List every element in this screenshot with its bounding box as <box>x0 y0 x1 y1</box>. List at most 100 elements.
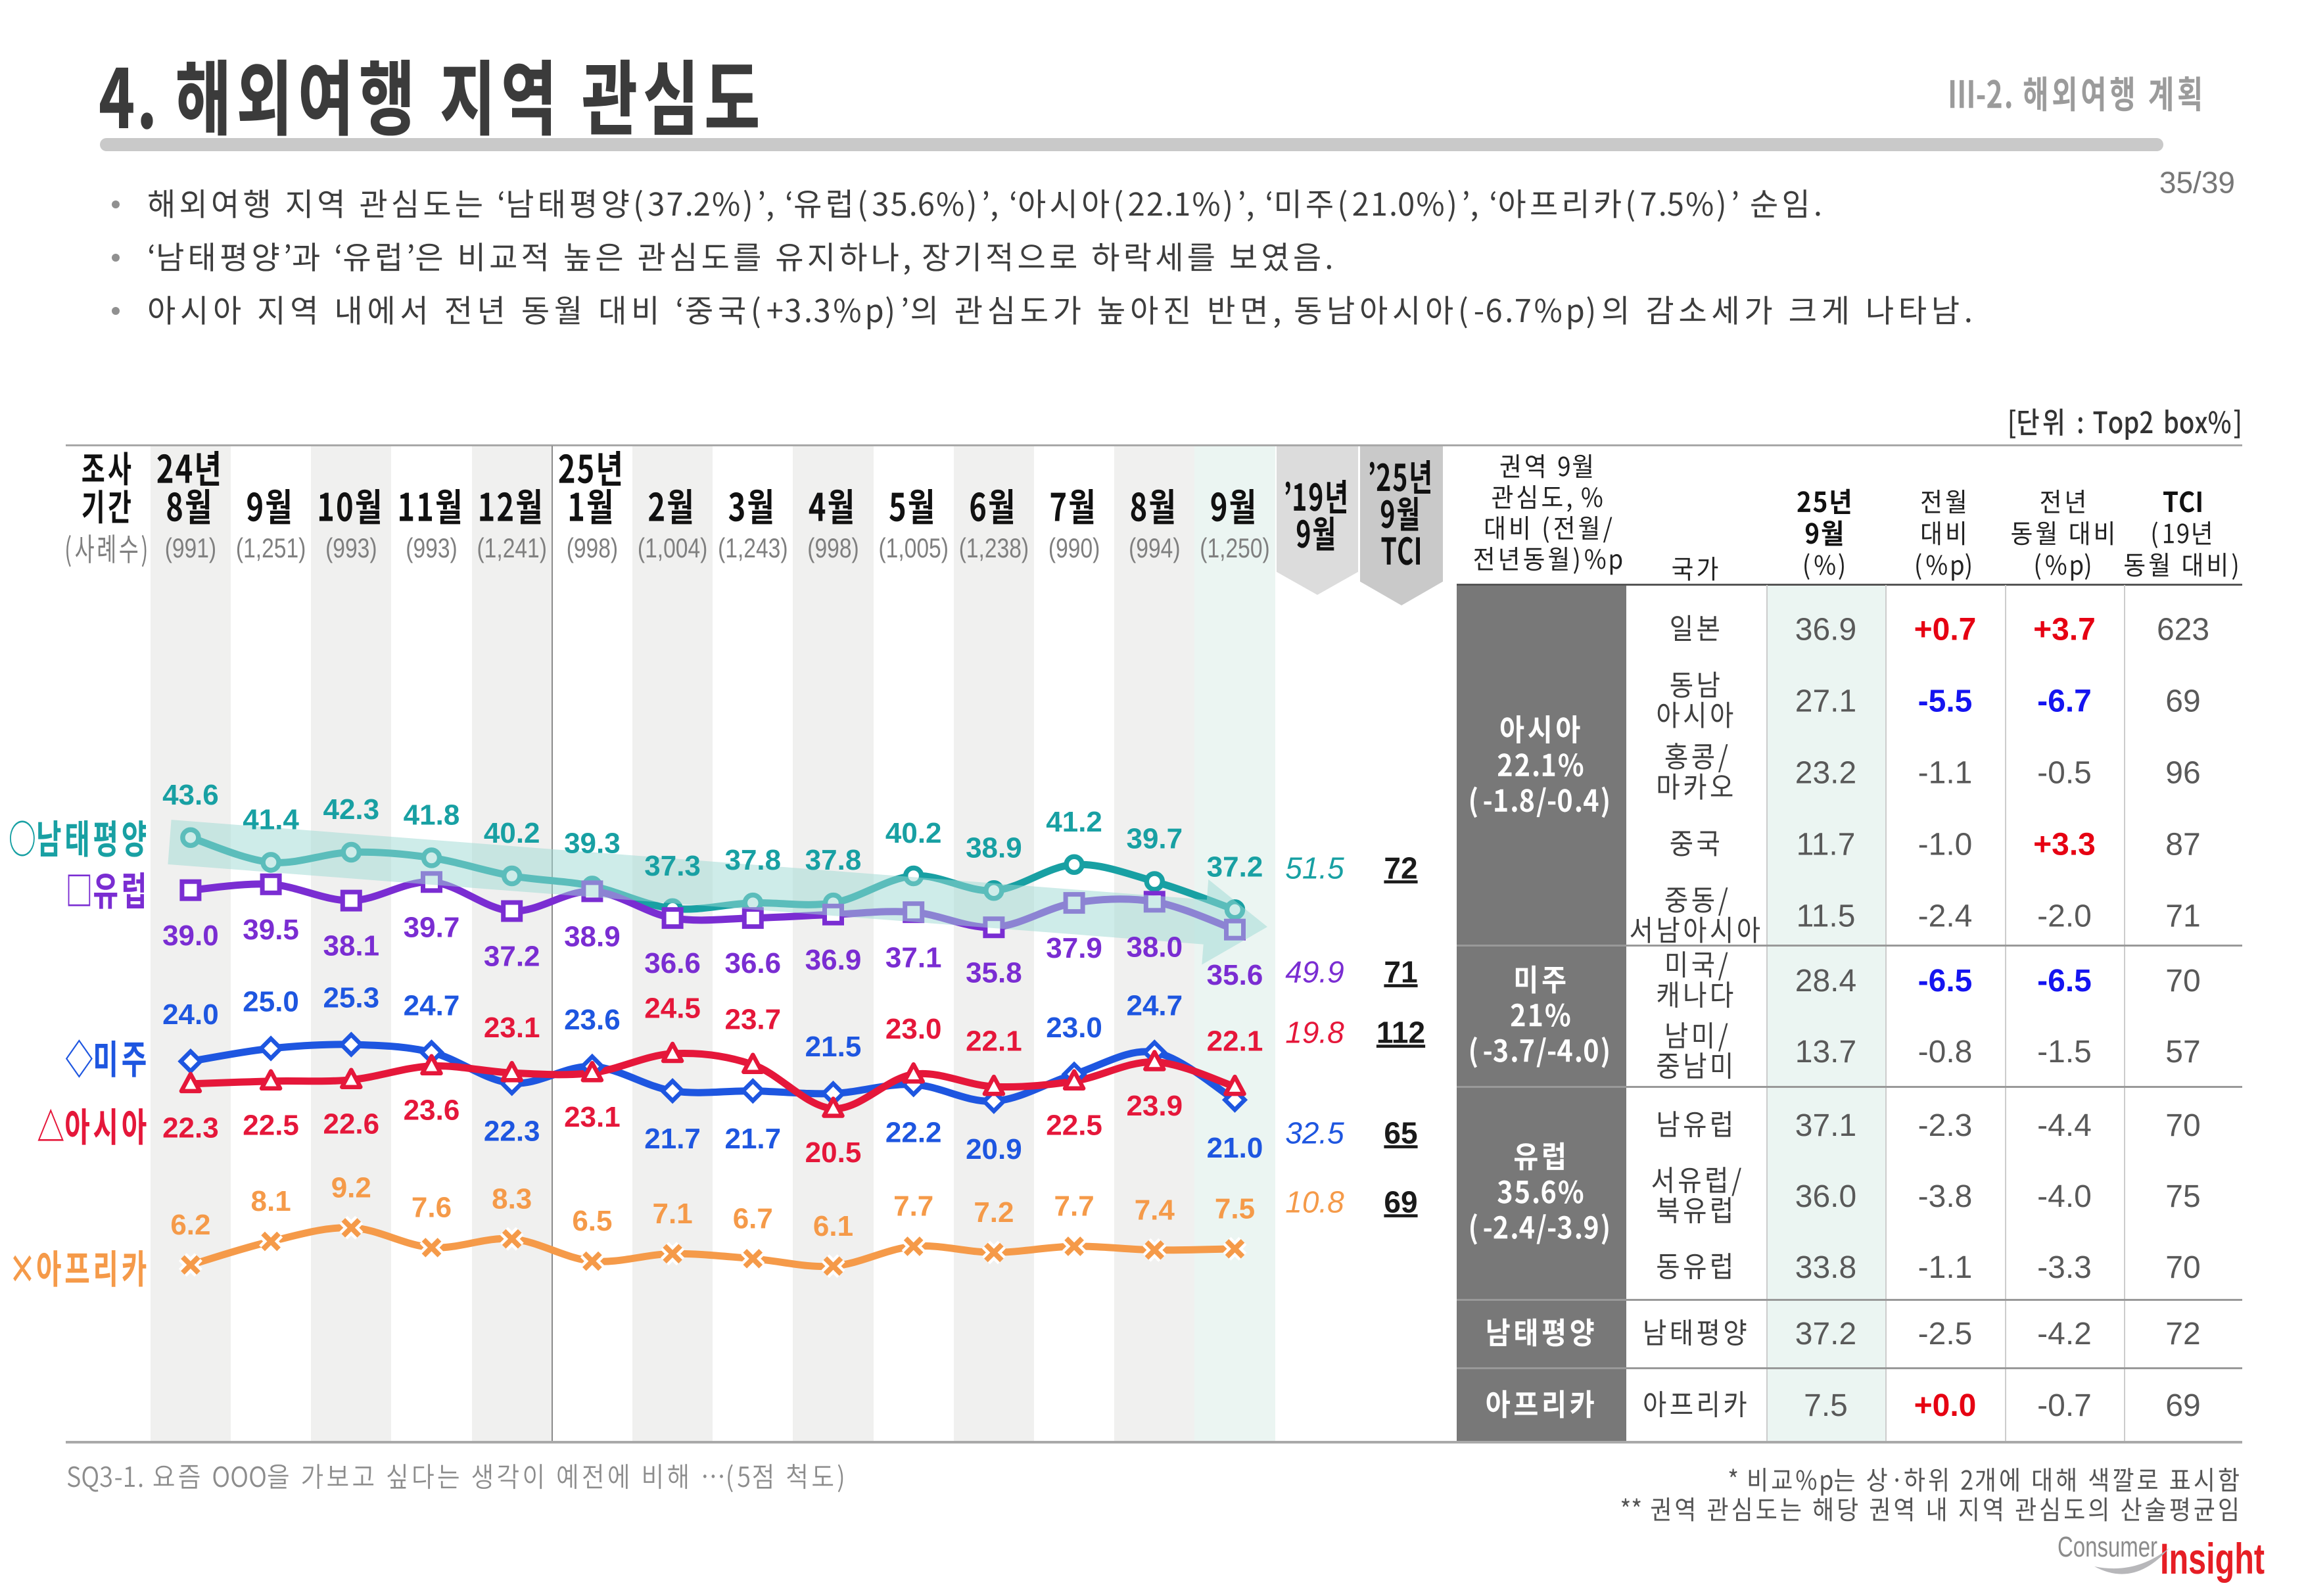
svg-text:37.2: 37.2 <box>1795 1317 1856 1351</box>
svg-text:6.5: 6.5 <box>572 1205 612 1237</box>
svg-text:70: 70 <box>2165 1108 2200 1143</box>
svg-text:37.3: 37.3 <box>644 850 701 882</box>
svg-text:69: 69 <box>2165 1388 2200 1423</box>
svg-text:Consumer: Consumer <box>2058 1531 2157 1563</box>
svg-text:-2.3: -2.3 <box>1918 1108 1973 1143</box>
svg-text:37.9: 37.9 <box>1046 932 1102 964</box>
svg-text:+0.7: +0.7 <box>1914 613 1977 647</box>
svg-text:22.6: 22.6 <box>323 1108 379 1140</box>
svg-text:6.2: 6.2 <box>170 1209 210 1241</box>
svg-text:32.5: 32.5 <box>1285 1115 1344 1150</box>
svg-text:69: 69 <box>2165 684 2200 719</box>
svg-text:-3.8: -3.8 <box>1918 1179 1973 1214</box>
svg-text:22.5: 22.5 <box>1046 1109 1102 1141</box>
svg-text:(991): (991) <box>165 533 216 563</box>
svg-text:38.9: 38.9 <box>966 832 1022 864</box>
svg-text:-0.7: -0.7 <box>2037 1388 2092 1423</box>
svg-text:(1,004): (1,004) <box>638 533 707 563</box>
svg-text:41.2: 41.2 <box>1046 806 1102 838</box>
svg-text:37.2: 37.2 <box>484 941 540 973</box>
svg-text:+3.3: +3.3 <box>2033 828 2096 862</box>
svg-text:-4.4: -4.4 <box>2037 1108 2092 1143</box>
svg-text:23.6: 23.6 <box>564 1004 621 1036</box>
svg-text:8.3: 8.3 <box>492 1183 532 1215</box>
svg-text:39.5: 39.5 <box>243 914 299 946</box>
svg-text:23.1: 23.1 <box>484 1012 540 1044</box>
svg-text:13.7: 13.7 <box>1795 1035 1856 1069</box>
svg-text:70: 70 <box>2165 1250 2200 1285</box>
svg-text:41.8: 41.8 <box>404 799 460 832</box>
svg-text:-1.5: -1.5 <box>2037 1035 2092 1069</box>
svg-text:-1.1: -1.1 <box>1918 756 1973 791</box>
svg-text:39.7: 39.7 <box>1126 823 1183 855</box>
svg-text:(993): (993) <box>325 533 377 563</box>
svg-text:23.9: 23.9 <box>1126 1090 1183 1122</box>
svg-text:11.7: 11.7 <box>1797 828 1856 862</box>
svg-text:24.7: 24.7 <box>1126 990 1183 1022</box>
svg-text:43.6: 43.6 <box>162 779 219 811</box>
svg-text:-1.0: -1.0 <box>1918 828 1973 862</box>
svg-text:7.5: 7.5 <box>1215 1192 1255 1225</box>
svg-text:24.7: 24.7 <box>404 990 460 1022</box>
svg-text:22.1: 22.1 <box>1207 1025 1263 1058</box>
svg-text:7.5: 7.5 <box>1804 1388 1848 1423</box>
svg-text:-2.0: -2.0 <box>2037 899 2092 934</box>
svg-text:27.1: 27.1 <box>1795 684 1856 719</box>
svg-text:11.5: 11.5 <box>1797 899 1856 934</box>
svg-text:(994): (994) <box>1129 533 1180 563</box>
svg-text:(1,005): (1,005) <box>878 533 948 563</box>
svg-text:23.7: 23.7 <box>724 1003 781 1035</box>
svg-text:28.4: 28.4 <box>1795 964 1856 998</box>
svg-text:-3.3: -3.3 <box>2037 1250 2092 1285</box>
svg-text:25.3: 25.3 <box>323 982 379 1014</box>
svg-text:35.8: 35.8 <box>966 956 1022 989</box>
svg-text:36.9: 36.9 <box>805 944 862 976</box>
svg-text:65: 65 <box>1384 1115 1417 1150</box>
svg-text:37.1: 37.1 <box>885 941 942 974</box>
svg-text:25.0: 25.0 <box>243 986 299 1018</box>
svg-text:72: 72 <box>2165 1317 2200 1351</box>
svg-text:+0.0: +0.0 <box>1914 1388 1977 1423</box>
svg-text:-2.4: -2.4 <box>1918 899 1973 934</box>
svg-text:-6.7: -6.7 <box>2037 684 2092 719</box>
svg-text:7.7: 7.7 <box>1054 1190 1094 1223</box>
svg-text:39.3: 39.3 <box>564 828 621 860</box>
svg-text:23.2: 23.2 <box>1795 756 1856 791</box>
svg-text:22.2: 22.2 <box>885 1116 942 1148</box>
svg-text:-2.5: -2.5 <box>1918 1317 1973 1351</box>
svg-text:87: 87 <box>2165 828 2200 862</box>
svg-text:20.9: 20.9 <box>966 1133 1022 1165</box>
svg-text:-1.1: -1.1 <box>1918 1250 1973 1285</box>
svg-text:22.1: 22.1 <box>966 1025 1022 1058</box>
svg-text:33.8: 33.8 <box>1795 1250 1856 1285</box>
svg-text:42.3: 42.3 <box>323 793 379 826</box>
svg-text:35/39: 35/39 <box>2159 165 2235 199</box>
svg-text:20.5: 20.5 <box>805 1137 862 1169</box>
svg-text:21.5: 21.5 <box>805 1031 862 1063</box>
svg-text:39.7: 39.7 <box>404 911 460 943</box>
svg-text:623: 623 <box>2157 613 2209 647</box>
svg-text:-0.5: -0.5 <box>2037 756 2092 791</box>
svg-text:22.3: 22.3 <box>162 1112 219 1144</box>
svg-text:(998): (998) <box>807 533 859 563</box>
svg-text:23.6: 23.6 <box>404 1094 460 1126</box>
svg-text:36.9: 36.9 <box>1795 613 1856 647</box>
svg-text:8.1: 8.1 <box>251 1185 291 1217</box>
svg-text:7.2: 7.2 <box>974 1196 1014 1229</box>
svg-text:71: 71 <box>2165 899 2200 934</box>
svg-text:7.6: 7.6 <box>412 1192 452 1224</box>
svg-text:7.4: 7.4 <box>1135 1194 1175 1226</box>
svg-text:38.0: 38.0 <box>1126 931 1183 964</box>
svg-text:-5.5: -5.5 <box>1918 684 1973 719</box>
svg-text:37.8: 37.8 <box>724 844 781 876</box>
svg-text:37.2: 37.2 <box>1207 851 1263 883</box>
svg-text:41.4: 41.4 <box>243 804 299 836</box>
svg-text:9.2: 9.2 <box>331 1171 371 1204</box>
svg-text:-4.0: -4.0 <box>2037 1179 2092 1214</box>
svg-text:22.5: 22.5 <box>243 1109 299 1141</box>
svg-text:36.6: 36.6 <box>724 947 781 979</box>
svg-text:(998): (998) <box>567 533 618 563</box>
svg-text:(1,241): (1,241) <box>477 533 546 563</box>
svg-text:Insight: Insight <box>2160 1534 2265 1583</box>
svg-text:22.3: 22.3 <box>484 1115 540 1148</box>
